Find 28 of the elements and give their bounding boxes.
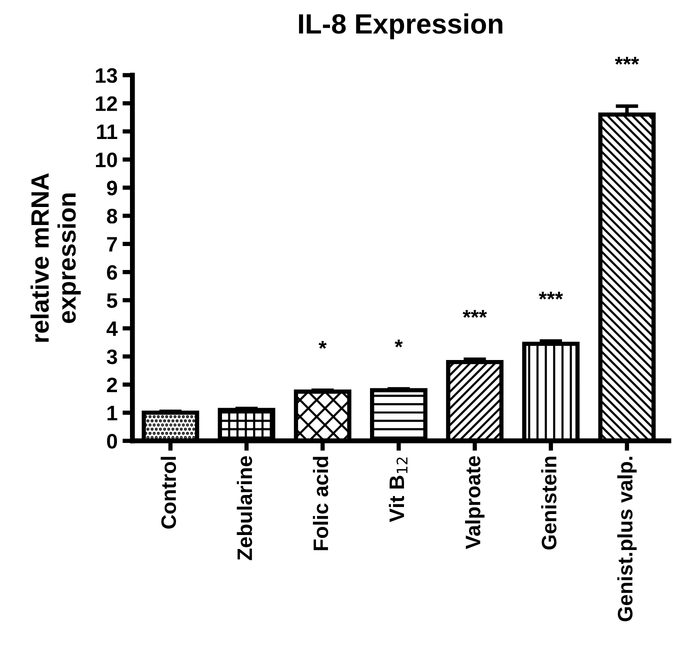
y-axis-title: relative mRNA expression [30, 173, 81, 342]
data-label: *** [538, 292, 564, 300]
y-tick-label: 1 [108, 406, 118, 420]
y-tick-label: 13 [96, 68, 118, 83]
y-tick-label: 11 [97, 124, 118, 139]
x-tick-label: Valproate [465, 456, 485, 550]
x-tick-label: Control [160, 456, 176, 529]
y-tick-label: 6 [107, 265, 118, 280]
y-tick-label: 4 [106, 322, 118, 336]
x-tick-label: Genistein [541, 456, 556, 550]
x-tick-label: Folic acid [312, 456, 328, 550]
x-tick-label: Zebularine [236, 456, 252, 560]
y-tick-label: 3 [106, 349, 118, 364]
y-tick-label: 5 [106, 293, 118, 308]
chart-title: IL-8 Expression [299, 13, 502, 40]
y-tick-label: 9 [106, 180, 118, 196]
data-label: * [394, 340, 403, 348]
x-tick-label: Vit B$_{12}$ [388, 458, 408, 522]
x-tick-label: Genist.plus valp. [617, 456, 637, 622]
y-tick-label: 12 [96, 96, 117, 111]
y-tick-label: 7 [107, 237, 117, 252]
y-tick-label: 8 [106, 208, 118, 224]
y-tick-label: 10 [96, 152, 117, 168]
data-label: * [318, 341, 327, 349]
y-tick-label: 2 [106, 378, 117, 392]
data-label: *** [462, 310, 487, 318]
y-tick-label: 0 [107, 434, 117, 449]
data-label: *** [614, 56, 640, 65]
